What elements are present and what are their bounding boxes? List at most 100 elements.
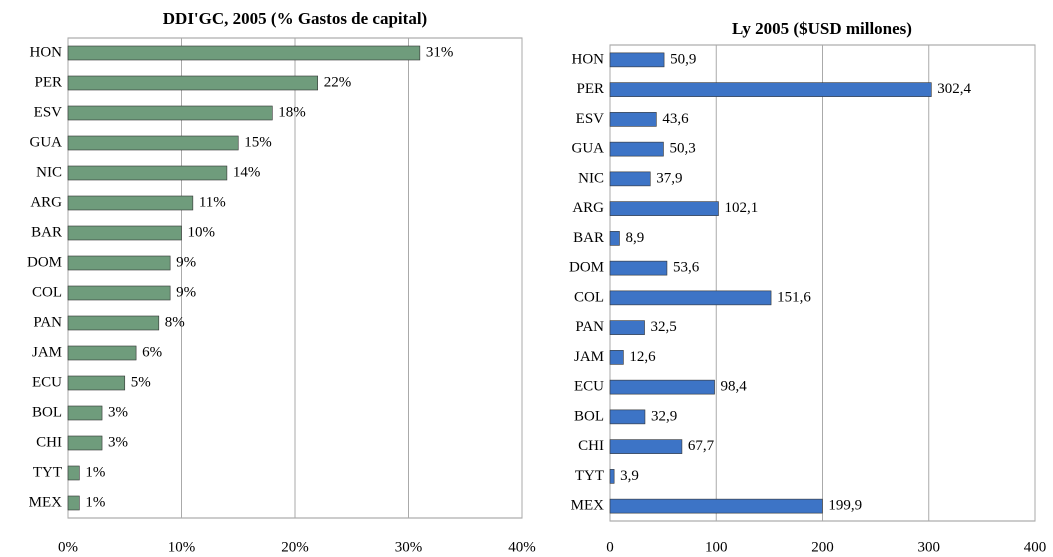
- bar: [609, 469, 615, 484]
- y-tick-label: GUA: [572, 141, 605, 157]
- bar: [609, 409, 646, 425]
- bar: [609, 52, 665, 68]
- data-label: 98,4: [721, 379, 748, 395]
- x-tick-label: 200: [811, 539, 834, 555]
- bar: [67, 345, 137, 361]
- y-tick-label: PER: [34, 74, 62, 90]
- bar: [67, 285, 171, 301]
- y-tick-label: BOL: [574, 408, 604, 424]
- x-tick-label: 30%: [395, 539, 423, 555]
- x-tick-label: 400: [1024, 539, 1047, 555]
- data-label: 10%: [188, 224, 216, 240]
- data-label: 199,9: [828, 498, 862, 514]
- y-tick-label: ESV: [576, 111, 605, 127]
- data-label: 3%: [108, 404, 128, 420]
- y-tick-label: ESV: [34, 104, 63, 120]
- y-tick-label: GUA: [30, 134, 63, 150]
- x-tick-label: 10%: [168, 539, 196, 555]
- bar: [67, 375, 126, 391]
- y-tick-label: TYT: [575, 468, 604, 484]
- data-label: 1%: [85, 494, 105, 510]
- data-label: 302,4: [937, 81, 971, 97]
- data-label: 5%: [131, 374, 151, 390]
- bar: [609, 141, 664, 157]
- y-tick-label: ECU: [32, 374, 62, 390]
- data-label: 15%: [244, 134, 272, 150]
- y-tick-label: CHI: [578, 438, 604, 454]
- y-tick-label: PAN: [33, 314, 62, 330]
- data-label: 6%: [142, 344, 162, 360]
- chart-title: Ly 2005 ($USD millones): [732, 19, 912, 38]
- y-tick-label: COL: [32, 284, 62, 300]
- data-label: 9%: [176, 254, 196, 270]
- bar: [67, 105, 273, 121]
- data-label: 14%: [233, 164, 261, 180]
- data-label: 11%: [199, 194, 226, 210]
- data-label: 12,6: [629, 349, 656, 365]
- bar: [67, 315, 160, 331]
- y-tick-label: TYT: [33, 464, 62, 480]
- bar: [67, 495, 80, 511]
- y-tick-label: JAM: [32, 344, 62, 360]
- bar: [67, 75, 318, 91]
- data-label: 53,6: [673, 260, 700, 276]
- y-tick-label: PAN: [575, 319, 604, 335]
- data-label: 102,1: [724, 200, 758, 216]
- bar: [609, 231, 620, 246]
- bar: [67, 195, 194, 211]
- data-label: 18%: [278, 104, 306, 120]
- bar: [609, 82, 932, 97]
- y-tick-label: BAR: [573, 230, 604, 246]
- data-label: 1%: [85, 464, 105, 480]
- bar: [609, 498, 823, 514]
- y-tick-label: MEX: [571, 498, 605, 514]
- y-tick-label: ARG: [572, 200, 604, 216]
- x-tick-label: 20%: [281, 539, 309, 555]
- bar: [609, 112, 657, 127]
- bar: [609, 379, 715, 395]
- bar: [67, 225, 182, 241]
- bar: [609, 201, 719, 216]
- data-label: 8%: [165, 314, 185, 330]
- bar: [609, 260, 668, 276]
- bar: [609, 350, 624, 365]
- data-label: 37,9: [656, 170, 682, 186]
- data-label: 43,6: [662, 111, 689, 127]
- data-label: 3%: [108, 434, 128, 450]
- data-label: 32,9: [651, 408, 677, 424]
- y-tick-label: DOM: [569, 260, 604, 276]
- y-tick-label: PER: [576, 81, 604, 97]
- y-tick-label: HON: [30, 44, 63, 60]
- data-label: 31%: [426, 44, 454, 60]
- data-label: 50,3: [669, 141, 695, 157]
- x-tick-label: 0%: [58, 539, 78, 555]
- x-tick-label: 0: [606, 539, 614, 555]
- x-tick-label: 40%: [508, 539, 536, 555]
- y-tick-label: ECU: [574, 379, 604, 395]
- data-label: 9%: [176, 284, 196, 300]
- bar: [609, 439, 683, 454]
- data-label: 50,9: [670, 51, 696, 67]
- data-label: 8,9: [625, 230, 644, 246]
- bar: [609, 171, 651, 187]
- data-label: 32,5: [651, 319, 677, 335]
- bar: [67, 165, 228, 181]
- y-tick-label: ARG: [30, 194, 62, 210]
- data-label: 151,6: [777, 289, 811, 305]
- y-tick-label: NIC: [578, 170, 604, 186]
- bar: [67, 435, 103, 451]
- data-label: 3,9: [620, 468, 639, 484]
- bar: [67, 45, 421, 61]
- data-label: 22%: [324, 74, 352, 90]
- chart-title: DDI'GC, 2005 (% Gastos de capital): [163, 9, 427, 28]
- y-tick-label: NIC: [36, 164, 62, 180]
- y-tick-label: BOL: [32, 404, 62, 420]
- y-tick-label: CHI: [36, 434, 62, 450]
- x-tick-label: 300: [918, 539, 941, 555]
- y-tick-label: MEX: [29, 494, 63, 510]
- y-tick-label: JAM: [574, 349, 604, 365]
- y-tick-label: HON: [572, 51, 605, 67]
- bar: [67, 405, 103, 421]
- y-tick-label: BAR: [31, 224, 62, 240]
